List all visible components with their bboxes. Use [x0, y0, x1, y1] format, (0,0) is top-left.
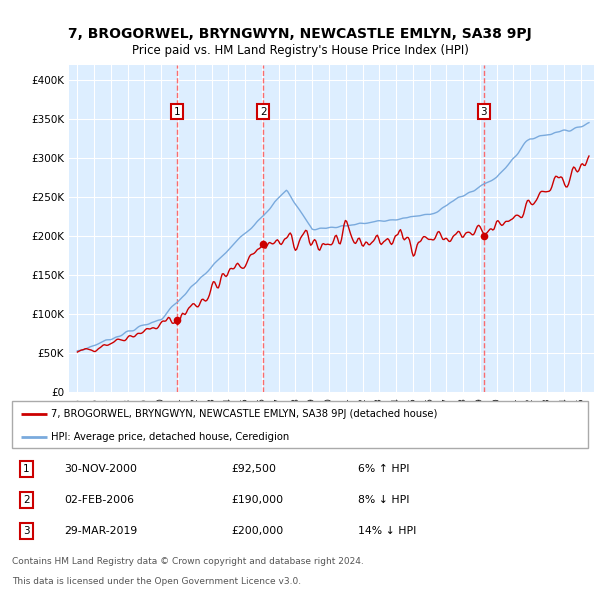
Text: This data is licensed under the Open Government Licence v3.0.: This data is licensed under the Open Gov… [12, 576, 301, 586]
Text: HPI: Average price, detached house, Ceredigion: HPI: Average price, detached house, Cere… [51, 432, 289, 441]
Text: Contains HM Land Registry data © Crown copyright and database right 2024.: Contains HM Land Registry data © Crown c… [12, 558, 364, 566]
Text: Price paid vs. HM Land Registry's House Price Index (HPI): Price paid vs. HM Land Registry's House … [131, 44, 469, 57]
Text: 2: 2 [260, 107, 267, 117]
Text: 1: 1 [173, 107, 180, 117]
Text: 14% ↓ HPI: 14% ↓ HPI [358, 526, 416, 536]
Text: £200,000: £200,000 [231, 526, 283, 536]
Text: 8% ↓ HPI: 8% ↓ HPI [358, 495, 409, 505]
Text: 02-FEB-2006: 02-FEB-2006 [64, 495, 134, 505]
Text: £92,500: £92,500 [231, 464, 276, 474]
Text: 1: 1 [23, 464, 30, 474]
Text: 2: 2 [23, 495, 30, 505]
Text: 7, BROGORWEL, BRYNGWYN, NEWCASTLE EMLYN, SA38 9PJ: 7, BROGORWEL, BRYNGWYN, NEWCASTLE EMLYN,… [68, 27, 532, 41]
Text: £190,000: £190,000 [231, 495, 283, 505]
FancyBboxPatch shape [12, 401, 588, 448]
Text: 3: 3 [481, 107, 487, 117]
Text: 7, BROGORWEL, BRYNGWYN, NEWCASTLE EMLYN, SA38 9PJ (detached house): 7, BROGORWEL, BRYNGWYN, NEWCASTLE EMLYN,… [51, 409, 437, 419]
Text: 29-MAR-2019: 29-MAR-2019 [64, 526, 137, 536]
Text: 30-NOV-2000: 30-NOV-2000 [64, 464, 137, 474]
Text: 6% ↑ HPI: 6% ↑ HPI [358, 464, 409, 474]
Text: 3: 3 [23, 526, 30, 536]
